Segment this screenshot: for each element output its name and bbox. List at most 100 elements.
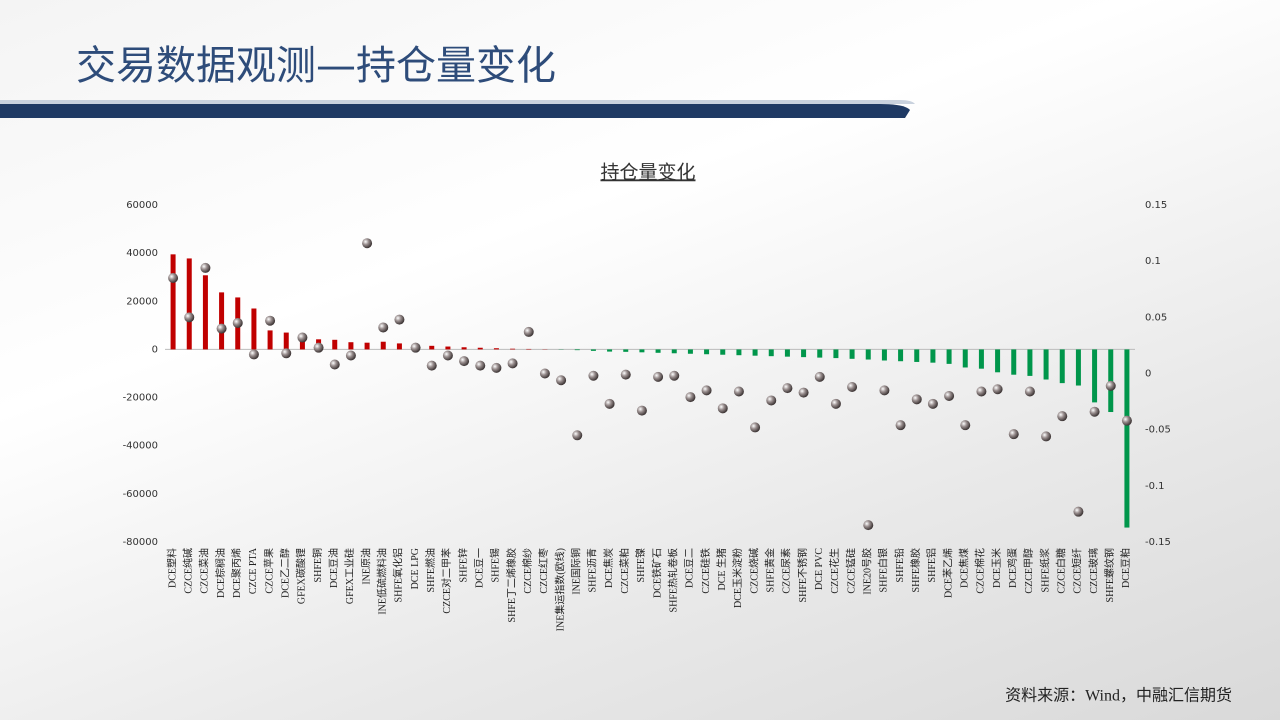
x-tick-label: DCE塑料 bbox=[165, 548, 178, 588]
dot bbox=[750, 422, 761, 433]
x-tick-label: DCE玉米淀粉 bbox=[731, 548, 744, 608]
dot bbox=[830, 398, 841, 409]
x-tick-label: CZCE红枣 bbox=[537, 548, 550, 594]
bar bbox=[186, 258, 192, 350]
x-tick-label: INE国际铜 bbox=[571, 548, 583, 595]
x-tick-label: SHFE黄金 bbox=[764, 548, 777, 592]
dot bbox=[362, 238, 373, 249]
dot bbox=[297, 332, 308, 343]
dot bbox=[572, 430, 583, 441]
dot bbox=[863, 520, 874, 531]
dot bbox=[1024, 386, 1035, 397]
y-tick-label: 0 bbox=[152, 344, 158, 355]
header-band-light bbox=[0, 100, 915, 104]
bar bbox=[768, 349, 774, 357]
x-tick-label: DCE豆粕 bbox=[1119, 548, 1132, 588]
bar bbox=[364, 342, 370, 350]
bar bbox=[865, 349, 871, 360]
x-tick-label: SHFE螺纹钢 bbox=[1103, 548, 1116, 602]
dot bbox=[685, 392, 696, 403]
bar bbox=[687, 349, 693, 354]
x-tick-label: DCE焦煤 bbox=[958, 548, 971, 588]
bar bbox=[574, 349, 580, 351]
dot bbox=[588, 370, 599, 381]
y2-tick-label: -0.1 bbox=[1145, 481, 1165, 492]
dot bbox=[265, 315, 276, 326]
x-tick-label: GFEX工业硅 bbox=[343, 548, 356, 604]
dot bbox=[1008, 429, 1019, 440]
dot bbox=[426, 360, 437, 371]
x-tick-label: SHFE不锈钢 bbox=[796, 548, 809, 602]
dot bbox=[184, 312, 195, 323]
bar bbox=[752, 349, 758, 356]
x-tick-label: DCE LPG bbox=[410, 548, 421, 589]
x-tick-label: CZCE短纤 bbox=[1071, 548, 1084, 594]
dot bbox=[944, 390, 955, 401]
dot bbox=[798, 387, 809, 398]
chart-title: 持仓量变化 bbox=[600, 161, 695, 183]
y-tick-label: -80000 bbox=[123, 537, 158, 548]
dot bbox=[216, 323, 227, 334]
bar bbox=[833, 349, 839, 359]
y2-tick-label: -0.15 bbox=[1145, 537, 1171, 548]
y-tick-label: -40000 bbox=[123, 441, 158, 452]
y2-tick-label: 0.1 bbox=[1145, 256, 1161, 267]
bar bbox=[623, 349, 629, 352]
dot bbox=[248, 349, 259, 360]
dot bbox=[523, 326, 534, 337]
y-tick-label: 20000 bbox=[126, 296, 158, 307]
bar bbox=[1075, 349, 1081, 386]
dot bbox=[604, 398, 615, 409]
x-tick-label: SHFE铅 bbox=[893, 548, 906, 582]
dot bbox=[281, 348, 292, 359]
x-tick-label: CZCE纯碱 bbox=[182, 548, 195, 594]
bar bbox=[251, 308, 257, 350]
bar bbox=[898, 349, 904, 362]
dot bbox=[701, 385, 712, 396]
bar bbox=[202, 275, 208, 350]
x-tick-label: CZCE烧碱 bbox=[747, 548, 760, 594]
y-tick-label: -20000 bbox=[123, 393, 158, 404]
dot bbox=[814, 371, 825, 382]
y2-tick-label: 0 bbox=[1145, 369, 1151, 380]
y-tick-label: -60000 bbox=[123, 489, 158, 500]
x-tick-label: DCE聚丙烯 bbox=[230, 548, 243, 598]
x-tick-label: DCE豆油 bbox=[327, 548, 340, 588]
dot bbox=[394, 314, 405, 325]
dot bbox=[976, 386, 987, 397]
dot bbox=[410, 342, 421, 353]
x-tick-label: CZCE硅铁 bbox=[699, 548, 712, 594]
dot bbox=[459, 356, 470, 367]
bar bbox=[962, 349, 968, 368]
dot bbox=[442, 350, 453, 361]
bar bbox=[493, 348, 499, 350]
dot bbox=[1073, 506, 1084, 517]
dot bbox=[475, 360, 486, 371]
y-tick-label: 60000 bbox=[126, 200, 158, 211]
bar bbox=[801, 349, 807, 358]
bar bbox=[332, 339, 338, 350]
x-tick-label: CZCE苹果 bbox=[262, 548, 275, 594]
slide-title: 交易数据观测—持仓量变化 bbox=[76, 43, 556, 89]
bar bbox=[170, 254, 176, 350]
dot bbox=[232, 317, 243, 328]
bar bbox=[590, 349, 596, 351]
dot bbox=[636, 405, 647, 416]
dot bbox=[1105, 380, 1116, 391]
x-tick-label: CZCE花生 bbox=[828, 548, 841, 594]
x-tick-label: DCE铁矿石 bbox=[650, 548, 663, 598]
x-tick-label: SHFE锡 bbox=[489, 548, 502, 582]
x-tick-label: DCE PVC bbox=[814, 548, 825, 590]
bar bbox=[1108, 349, 1114, 413]
x-tick-label: CZCE白糖 bbox=[1055, 548, 1068, 594]
x-tick-label: DCE棕榈油 bbox=[214, 548, 227, 598]
x-tick-label: DCE鸡蛋 bbox=[1006, 548, 1019, 588]
x-tick-label: SHFE沥青 bbox=[586, 548, 599, 592]
dot bbox=[911, 394, 922, 405]
bar bbox=[946, 349, 952, 364]
bar bbox=[704, 349, 710, 355]
bar bbox=[881, 349, 887, 361]
y2-tick-label: 0.05 bbox=[1145, 312, 1167, 323]
bar bbox=[930, 349, 936, 363]
